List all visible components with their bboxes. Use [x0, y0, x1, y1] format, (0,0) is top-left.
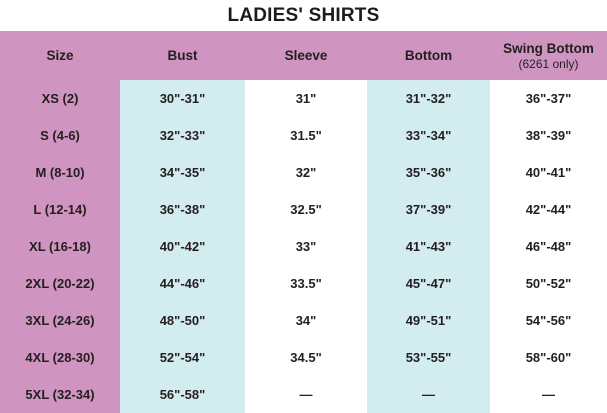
table-row: 3XL (24-26) 48"-50" 34" 49"-51" 54"-56": [0, 302, 607, 339]
cell-bust: 48"-50": [120, 302, 245, 339]
cell-size: XL (16-18): [0, 228, 120, 265]
table-row: M (8-10) 34"-35" 32" 35"-36" 40"-41": [0, 154, 607, 191]
header-row: Size Bust Sleeve Bottom Swing Bottom (6261 on…: [0, 31, 607, 80]
page-title: LADIES' SHIRTS: [227, 5, 380, 26]
column-header-label: Swing Bottom: [503, 40, 594, 56]
cell-swing_bottom: 42"-44": [490, 191, 607, 228]
cell-bottom: —: [367, 376, 490, 413]
column-header-label: Sleeve: [284, 48, 328, 63]
cell-sleeve: 33.5": [245, 265, 367, 302]
column-header-swing_bottom: Swing Bottom (6261 only): [490, 31, 607, 80]
cell-bust: 34"-35": [120, 154, 245, 191]
cell-sleeve: 34.5": [245, 339, 367, 376]
cell-swing_bottom: 46"-48": [490, 228, 607, 265]
cell-size: 2XL (20-22): [0, 265, 120, 302]
table-row: XS (2) 30"-31" 31" 31"-32" 36"-37": [0, 80, 607, 117]
cell-bust: 52"-54": [120, 339, 245, 376]
column-header-sleeve: Sleeve: [245, 31, 367, 80]
cell-size: L (12-14): [0, 191, 120, 228]
cell-bottom: 33"-34": [367, 117, 490, 154]
table-header: Size Bust Sleeve Bottom Swing Bottom (6261 on…: [0, 31, 607, 80]
cell-sleeve: 34": [245, 302, 367, 339]
cell-bottom: 49"-51": [367, 302, 490, 339]
cell-bust: 30"-31": [120, 80, 245, 117]
table-row: S (4-6) 32"-33" 31.5" 33"-34" 38"-39": [0, 117, 607, 154]
cell-bottom: 31"-32": [367, 80, 490, 117]
cell-bottom: 37"-39": [367, 191, 490, 228]
table-row: 5XL (32-34) 56"-58" — — —: [0, 376, 607, 413]
cell-size: S (4-6): [0, 117, 120, 154]
cell-sleeve: 32.5": [245, 191, 367, 228]
cell-bottom: 45"-47": [367, 265, 490, 302]
column-header-label: Bust: [167, 48, 198, 63]
cell-swing_bottom: 50"-52": [490, 265, 607, 302]
cell-swing_bottom: 38"-39": [490, 117, 607, 154]
table-row: 4XL (28-30) 52"-54" 34.5" 53"-55" 58"-60": [0, 339, 607, 376]
cell-bust: 40"-42": [120, 228, 245, 265]
cell-sleeve: 31": [245, 80, 367, 117]
cell-size: 5XL (32-34): [0, 376, 120, 413]
cell-swing_bottom: 36"-37": [490, 80, 607, 117]
cell-bottom: 53"-55": [367, 339, 490, 376]
cell-sleeve: 31.5": [245, 117, 367, 154]
cell-sleeve: 33": [245, 228, 367, 265]
table-body: XS (2) 30"-31" 31" 31"-32" 36"-37" S (4-6) 32"…: [0, 80, 607, 413]
cell-swing_bottom: 54"-56": [490, 302, 607, 339]
cell-bust: 56"-58": [120, 376, 245, 413]
column-header-size: Size: [0, 31, 120, 80]
column-header-bust: Bust: [120, 31, 245, 80]
table-row: XL (16-18) 40"-42" 33" 41"-43" 46"-48": [0, 228, 607, 265]
cell-bottom: 41"-43": [367, 228, 490, 265]
table-row: 2XL (20-22) 44"-46" 33.5" 45"-47" 50"-52": [0, 265, 607, 302]
column-header-label: Size: [46, 48, 74, 63]
cell-size: 3XL (24-26): [0, 302, 120, 339]
cell-size: XS (2): [0, 80, 120, 117]
column-header-sublabel: (6261 only): [518, 56, 579, 71]
cell-sleeve: 32": [245, 154, 367, 191]
cell-swing_bottom: —: [490, 376, 607, 413]
column-header-bottom: Bottom: [367, 31, 490, 80]
cell-bottom: 35"-36": [367, 154, 490, 191]
cell-bust: 36"-38": [120, 191, 245, 228]
cell-bust: 44"-46": [120, 265, 245, 302]
table-row: L (12-14) 36"-38" 32.5" 37"-39" 42"-44": [0, 191, 607, 228]
cell-swing_bottom: 40"-41": [490, 154, 607, 191]
size-chart-table: Size Bust Sleeve Bottom Swing Bottom (6261 on…: [0, 31, 607, 413]
cell-size: 4XL (28-30): [0, 339, 120, 376]
cell-bust: 32"-33": [120, 117, 245, 154]
cell-sleeve: —: [245, 376, 367, 413]
cell-size: M (8-10): [0, 154, 120, 191]
column-header-label: Bottom: [404, 48, 453, 63]
cell-swing_bottom: 58"-60": [490, 339, 607, 376]
